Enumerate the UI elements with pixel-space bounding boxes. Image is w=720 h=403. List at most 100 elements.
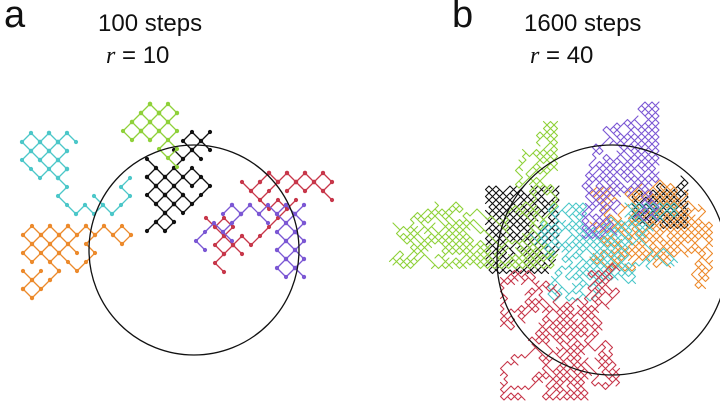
orange-walk-step-dot <box>38 268 44 274</box>
orange-walk-step-dot <box>38 286 44 292</box>
purple-walk-step-dot <box>202 229 208 235</box>
purple-walk-step-dot <box>283 238 289 244</box>
purple-walk-step-dot <box>301 202 307 208</box>
green-walk-step-dot <box>174 128 180 134</box>
purple-walk-step-dot <box>283 274 289 280</box>
panel-label: a <box>4 0 26 36</box>
cyan-walk-path <box>529 202 679 302</box>
red-walk-step-dot <box>221 269 227 275</box>
green-walk-step-dot <box>174 164 180 170</box>
green-walk-step-dot <box>147 119 153 125</box>
red-walk-step-dot <box>320 170 326 176</box>
green-walk-step-dot <box>165 101 171 107</box>
purple-walk-step-dot <box>283 202 289 208</box>
red-walk-step-dot <box>257 179 263 185</box>
black-walk-step-dot <box>144 228 150 234</box>
green-walk-step-dot <box>165 119 171 125</box>
black-walk-step-dot <box>189 201 195 207</box>
black-walk-step-dot <box>189 183 195 189</box>
cyan-walk-step-dot <box>127 193 133 199</box>
black-walk-step-dot <box>162 192 168 198</box>
black-walk-step-dot <box>189 147 195 153</box>
green-walk-step-dot <box>147 101 153 107</box>
orange-walk-step-dot <box>128 232 134 238</box>
green-walk-step-dot <box>156 128 162 134</box>
black-walk-step-dot <box>180 210 186 216</box>
orange-walk-step-dot <box>65 241 71 247</box>
green-walk-step-dot <box>138 110 144 116</box>
black-walk-step-dot <box>180 138 186 144</box>
purple-walk-step-dot <box>211 220 217 226</box>
black-walk-step-dot <box>198 138 204 144</box>
black-walk-step-dot <box>153 219 159 225</box>
cyan-walk-step-dot <box>19 157 25 163</box>
purple-walk-step-dot <box>274 211 280 217</box>
black-walk-step-dot <box>189 129 195 135</box>
radius-value: = 10 <box>122 42 170 69</box>
red-walk-step-dot <box>248 242 254 248</box>
red-walk-step-dot <box>329 197 335 203</box>
red-walk-step-dot <box>266 170 272 176</box>
orange-walk-step-dot <box>56 268 62 274</box>
black-walk-step-dot <box>180 174 186 180</box>
purple-walk-step-dot <box>283 220 289 226</box>
cyan-walk-step-dot <box>64 202 70 208</box>
red-walk-step-dot <box>230 242 236 248</box>
orange-walk-step-dot <box>56 232 62 238</box>
purple-walk-step-dot <box>202 247 208 253</box>
cyan-walk-step-dot <box>46 130 52 136</box>
purple-walk-step-dot <box>301 238 307 244</box>
radius-circle <box>88 144 300 356</box>
orange-walk-step-dot <box>83 223 89 229</box>
purple-walk-step-dot <box>229 238 235 244</box>
cyan-walk-step-dot <box>37 139 43 145</box>
purple-walk-step-dot <box>256 211 262 217</box>
cyan-walk-step-dot <box>64 130 70 136</box>
radius-symbol: r <box>530 43 540 69</box>
black-walk-step-dot <box>153 183 159 189</box>
green-walk-step-dot <box>174 146 180 152</box>
purple-walk-step-dot <box>274 229 280 235</box>
panel-b: b 1600 steps r = 40 <box>360 0 720 403</box>
cyan-walk-step-dot <box>73 211 79 217</box>
black-walk-step-dot <box>171 183 177 189</box>
purple-walk-step-dot <box>193 238 199 244</box>
red-walk-step-dot <box>212 260 218 266</box>
black-walk-step-dot <box>198 192 204 198</box>
red-walk-step-dot <box>221 215 227 221</box>
radius-symbol: r <box>106 43 116 69</box>
orange-walk-step-dot <box>74 268 80 274</box>
orange-walk-step-dot <box>29 295 35 301</box>
black-walk-step-dot <box>180 156 186 162</box>
purple-walk-step-dot <box>220 229 226 235</box>
green-walk-step-dot <box>120 128 126 134</box>
black-walk-step-dot <box>162 210 168 216</box>
red-walk-step-dot <box>203 215 209 221</box>
cyan-walk-step-dot <box>109 211 115 217</box>
panel-a: a 100 steps r = 10 <box>4 0 335 356</box>
green-walk-step-dot <box>165 137 171 143</box>
orange-walk-step-dot <box>92 250 98 256</box>
purple-walk-step-dot <box>301 220 307 226</box>
purple-walk-step-dot <box>274 247 280 253</box>
purple-walk-step-dot <box>274 265 280 271</box>
black-walk-step-dot <box>171 219 177 225</box>
purple-walk-step-dot <box>292 265 298 271</box>
orange-walk-step-dot <box>47 223 53 229</box>
black-walk-step-dot <box>171 201 177 207</box>
orange-walk-step-dot <box>92 232 98 238</box>
purple-walk-step-dot <box>229 202 235 208</box>
red-walk-step-dot <box>230 224 236 230</box>
red-walk-step-dot <box>257 197 263 203</box>
orange-walk-step-dot <box>47 259 53 265</box>
purple-walk-step-dot <box>229 220 235 226</box>
purple-walk-step-dot <box>238 211 244 217</box>
cyan-walk-step-dot <box>118 184 124 190</box>
black-walk-step-dot <box>180 192 186 198</box>
orange-walk-step-dot <box>65 259 71 265</box>
cyan-walk-step-dot <box>118 202 124 208</box>
orange-walk-step-dot <box>74 232 80 238</box>
red-walk-step-dot <box>320 188 326 194</box>
orange-walk-step-dot <box>56 250 62 256</box>
black-walk-step-dot <box>144 156 150 162</box>
